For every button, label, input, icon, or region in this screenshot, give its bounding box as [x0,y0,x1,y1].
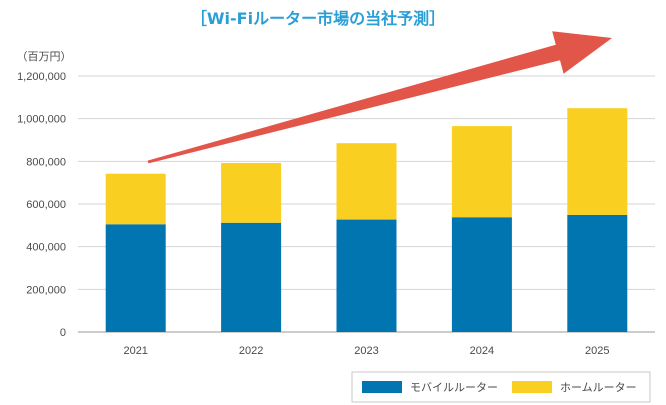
x-tick-label: 2023 [354,345,378,357]
y-tick-label: 600,000 [26,199,66,211]
x-tick-label: 2022 [239,345,263,357]
trend-arrow-shape [147,31,612,164]
y-tick-label: 800,000 [26,156,66,168]
y-tick-label: 400,000 [26,242,66,254]
bars [105,108,628,332]
chart-title: ［Wi-Fiルーター市場の当社予測］ [191,9,445,28]
bar-home-2022 [221,163,282,223]
bar-home-2024 [451,126,512,218]
legend-label-mobile: モバイルルーター [410,381,498,394]
trend-arrow [147,31,612,164]
legend: モバイルルーター ホームルーター [351,371,651,403]
y-tick-label: 0 [60,327,66,339]
y-tick-label: 200,000 [26,284,66,296]
x-tick-label: 2021 [123,345,147,357]
legend-label-home: ホームルーター [560,381,637,394]
bar-mobile-2022 [221,222,282,332]
legend-swatch-mobile [362,381,402,393]
x-tick-label: 2025 [585,345,609,357]
bar-home-2025 [567,108,628,215]
x-tick-labels: 2021 2022 2023 2024 2025 [123,345,609,357]
bar-mobile-2024 [451,217,512,332]
y-axis-label: （百万円） [17,50,72,63]
legend-swatch-home [512,381,552,393]
bar-home-2021 [105,173,166,225]
x-tick-label: 2024 [470,345,494,357]
y-tick-label: 1,000,000 [17,114,66,126]
bar-mobile-2023 [336,219,397,332]
bar-home-2023 [336,143,397,220]
bar-mobile-2025 [567,214,628,332]
bar-mobile-2021 [105,224,166,332]
y-tick-label: 1,200,000 [17,71,66,83]
y-tick-labels: 0 200,000 400,000 600,000 800,000 1,000,000 1,… [17,71,66,339]
